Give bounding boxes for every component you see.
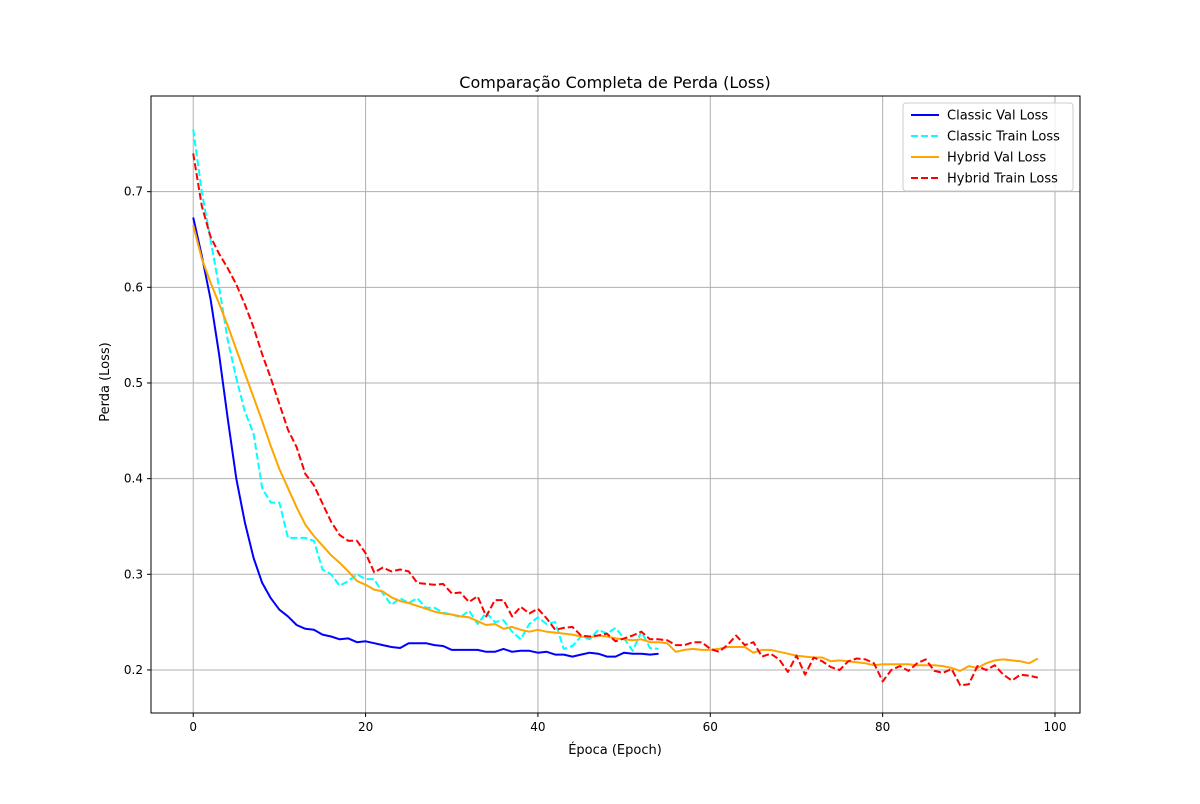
- y-tick-label: 0.5: [124, 376, 143, 390]
- x-tick-label: 60: [703, 720, 718, 734]
- plot-frame: [150, 95, 1081, 714]
- series-line-classic-train-loss: [192, 129, 659, 652]
- x-tick-label: 80: [875, 720, 890, 734]
- series-line-hybrid-val-loss: [192, 224, 1039, 672]
- grid: [151, 96, 1080, 713]
- y-tick-label: 0.2: [124, 663, 143, 677]
- y-tick-label: 0.6: [124, 280, 143, 294]
- series-lines: [192, 129, 1039, 687]
- axis-ticks: 0 20 40 60 80 100 0.2 0.3 0.4 0.5 0.6 0.7: [124, 185, 1067, 734]
- x-tick-label: 0: [189, 720, 197, 734]
- x-tick-label: 100: [1044, 720, 1067, 734]
- legend-label: Classic Val Loss: [947, 109, 1048, 124]
- series-line-classic-val-loss: [192, 217, 659, 658]
- legend-label: Hybrid Train Loss: [947, 172, 1058, 187]
- legend: Classic Val Loss Classic Train Loss Hybrid…: [902, 102, 1074, 192]
- y-axis-label: Perda (Loss): [98, 342, 113, 422]
- y-tick-label: 0.7: [124, 185, 143, 199]
- chart-title: Comparação Completa de Perda (Loss): [459, 73, 770, 92]
- legend-label: Hybrid Val Loss: [947, 151, 1046, 166]
- x-tick-label: 40: [530, 720, 545, 734]
- legend-label: Classic Train Loss: [947, 130, 1060, 145]
- x-axis-label: Época (Epoch): [568, 742, 662, 758]
- x-tick-label: 20: [358, 720, 373, 734]
- y-tick-label: 0.3: [124, 567, 143, 581]
- series-line-hybrid-train-loss: [192, 153, 1039, 687]
- y-tick-label: 0.4: [124, 472, 143, 486]
- legend-box: [902, 102, 1074, 192]
